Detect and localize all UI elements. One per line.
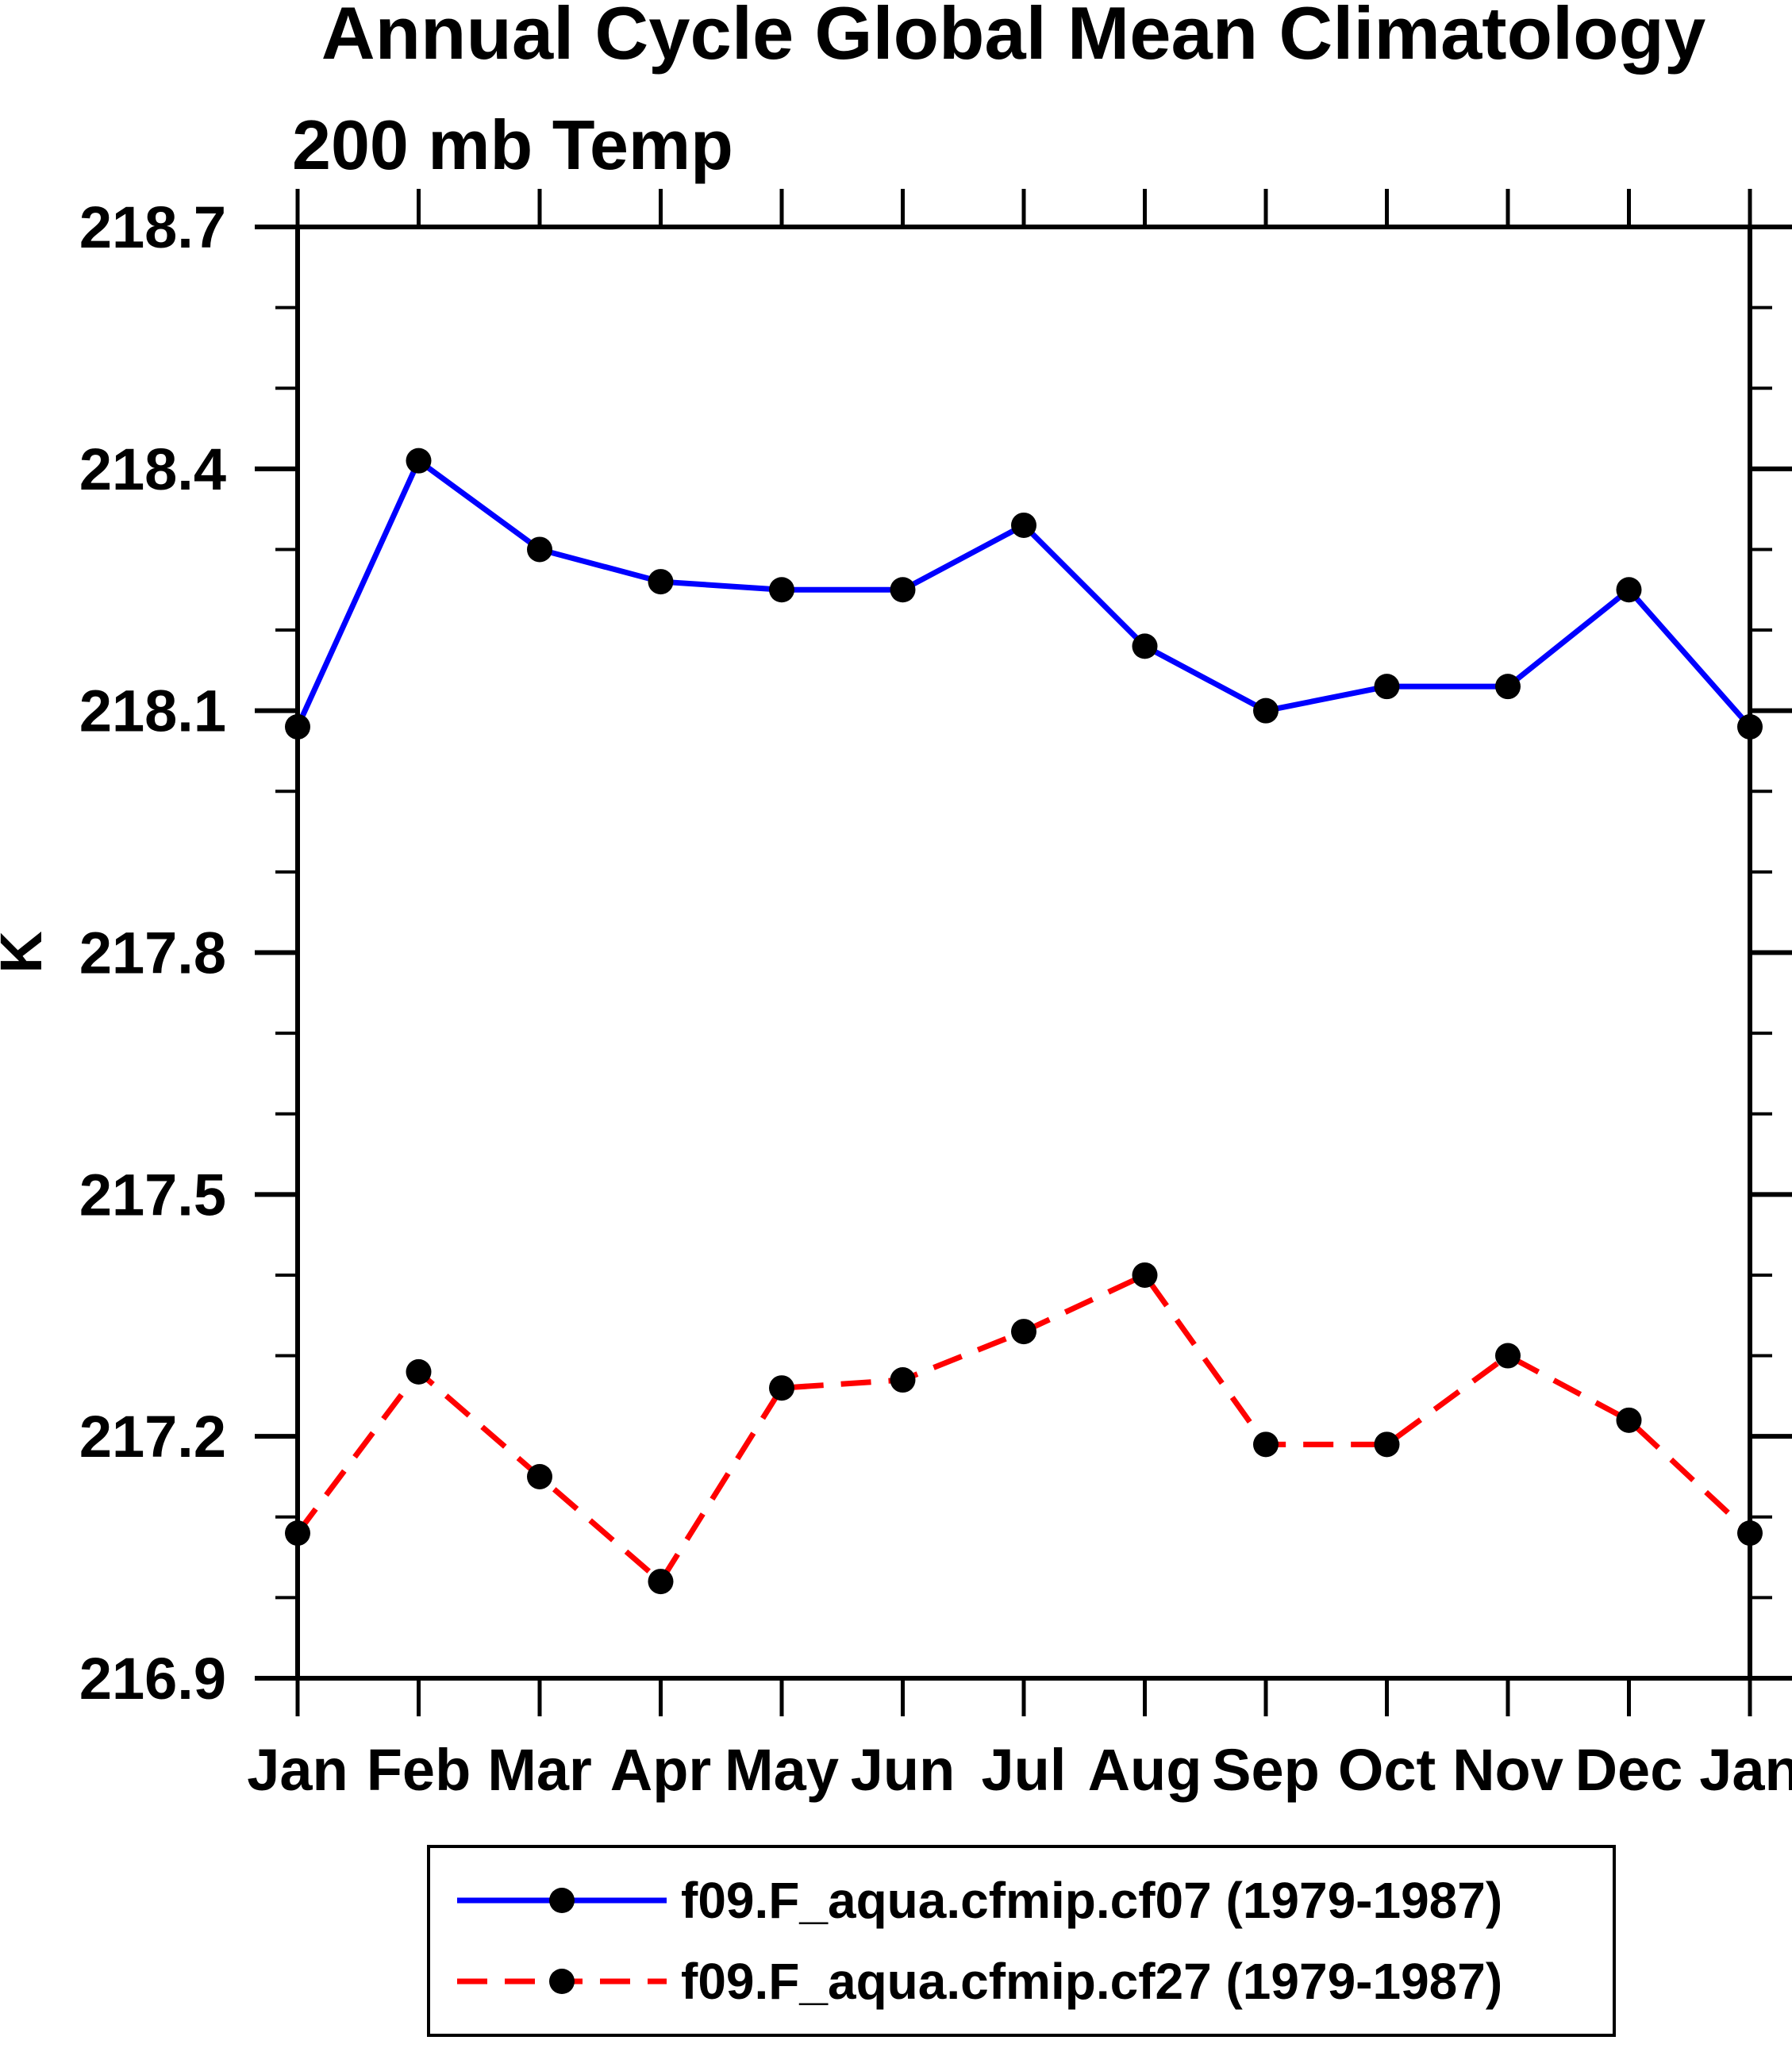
y-tick-label: 218.1 (79, 678, 226, 744)
x-tick-label: Nov (1452, 1737, 1563, 1803)
data-point-marker (527, 1463, 552, 1489)
data-point-marker (1132, 633, 1158, 659)
data-point-marker (1495, 674, 1521, 700)
y-tick-label: 216.9 (79, 1646, 226, 1712)
data-point-marker (1374, 674, 1400, 700)
y-tick-label: 217.5 (79, 1162, 226, 1228)
x-tick-label: Jan (247, 1737, 348, 1803)
data-point-marker (769, 577, 794, 603)
chart-title: Annual Cycle Global Mean Climatology (321, 0, 1706, 75)
legend-marker-dot (549, 1969, 575, 1995)
legend-box: f09.F_aqua.cfmip.cf07 (1979-1987) f09.F_… (427, 1845, 1616, 2037)
y-tick-label: 217.8 (79, 920, 226, 986)
data-point-marker (406, 448, 432, 474)
legend-item-cf27: f09.F_aqua.cfmip.cf27 (1979-1987) (451, 1952, 1613, 2011)
legend-sample-solid-line (457, 1887, 667, 1913)
data-point-marker (1495, 1343, 1521, 1369)
x-tick-label: Apr (610, 1737, 711, 1803)
x-tick-label: Oct (1338, 1737, 1436, 1803)
data-point-marker (1737, 1520, 1763, 1547)
legend-label-cf27: f09.F_aqua.cfmip.cf27 (1979-1987) (681, 1953, 1503, 2011)
data-point-marker (648, 569, 674, 595)
y-tick-label: 217.2 (79, 1404, 226, 1470)
data-point-marker (527, 536, 552, 563)
y-axis-label: K (0, 931, 54, 973)
data-point-marker (285, 1520, 310, 1547)
data-point-marker (890, 577, 916, 603)
legend-item-cf07: f09.F_aqua.cfmip.cf07 (1979-1987) (451, 1871, 1613, 1930)
data-point-marker (1374, 1431, 1400, 1458)
legend-label-cf07: f09.F_aqua.cfmip.cf07 (1979-1987) (681, 1871, 1503, 1929)
plot-frame (295, 225, 1752, 1681)
data-point-marker (1737, 713, 1763, 740)
x-tick-label: Feb (367, 1737, 471, 1803)
data-point-marker (1011, 512, 1036, 538)
chart-subtitle: 200 mb Temp (292, 106, 733, 184)
series-line-0 (294, 456, 1752, 729)
data-point-marker (406, 1358, 432, 1385)
legend-marker-dot (549, 1887, 575, 1913)
x-tick-label: Sep (1212, 1737, 1320, 1803)
data-point-marker (285, 713, 310, 740)
x-tick-label: Aug (1088, 1737, 1202, 1803)
data-point-marker (890, 1367, 916, 1393)
y-tick-label: 218.4 (79, 436, 226, 502)
data-point-marker (1253, 697, 1279, 724)
data-point-marker (769, 1375, 794, 1401)
data-point-marker (1253, 1431, 1279, 1458)
x-tick-label: Jan (1699, 1737, 1792, 1803)
plot-area: 216.9 217.2 217.5 217.8 218.1 218.4 218.7 Jan Fe… (79, 189, 1792, 1803)
data-point-marker (1011, 1319, 1036, 1345)
x-tick-label: Jun (851, 1737, 956, 1803)
legend-sample-dashed-line (457, 1969, 667, 1995)
x-tick-label: Mar (487, 1737, 592, 1803)
x-tick-label: Jul (982, 1737, 1067, 1803)
data-point-marker (1132, 1262, 1158, 1288)
data-point-marker (648, 1569, 674, 1595)
y-tick-label: 218.7 (79, 194, 226, 260)
data-point-marker (1616, 577, 1642, 603)
data-point-marker (1616, 1407, 1642, 1433)
x-tick-label: Dec (1575, 1737, 1683, 1803)
x-tick-label: May (725, 1737, 839, 1803)
